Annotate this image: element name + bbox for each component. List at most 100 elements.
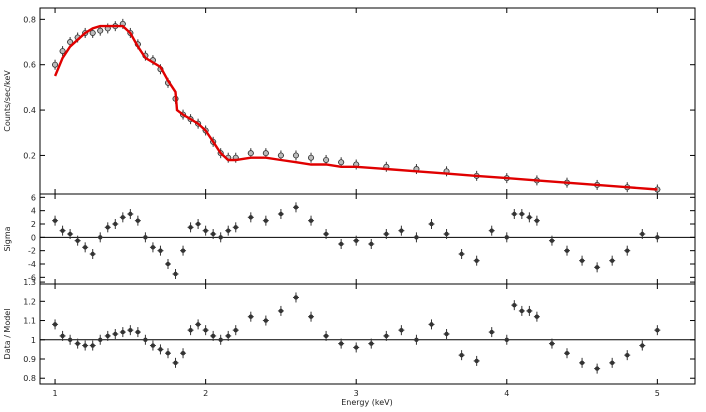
spectrum-data-point bbox=[67, 39, 74, 46]
ratio-data-point bbox=[278, 308, 284, 314]
residuals-y-tick-label: 0 bbox=[31, 233, 36, 242]
residuals-data-point bbox=[150, 245, 156, 250]
ratio-data-point bbox=[609, 360, 615, 366]
residuals-y-tick-label: -2 bbox=[28, 247, 36, 256]
ratio-data-point bbox=[180, 351, 186, 356]
ratio-data-point bbox=[158, 347, 163, 352]
residuals-data-point bbox=[399, 228, 404, 233]
plot-layer: 0.2 0.4 0.6 0.8 -6 -4 -2 0 2 4 6 0.8 0.9 1 1.1 1.2 1.3 1 2… bbox=[23, 8, 695, 398]
ratio-data-point bbox=[534, 314, 540, 319]
residuals-data-point bbox=[90, 251, 95, 257]
residuals-data-point bbox=[60, 228, 65, 233]
residuals-data-point bbox=[512, 211, 517, 217]
ratio-data-point bbox=[143, 337, 148, 342]
ratio-data-point bbox=[188, 327, 193, 333]
residuals-data-point bbox=[203, 228, 208, 233]
residuals-data-point bbox=[474, 258, 479, 263]
ratio-data-point bbox=[640, 343, 645, 348]
spectrum-data-point bbox=[262, 150, 269, 157]
ratio-data-point bbox=[369, 341, 374, 346]
residuals-data-point bbox=[120, 215, 126, 220]
residuals-data-point bbox=[414, 235, 419, 240]
model-curve bbox=[53, 24, 658, 191]
ratio-data-point bbox=[414, 337, 419, 342]
residuals-data-point bbox=[128, 211, 133, 217]
ratio-data-point bbox=[113, 331, 118, 337]
ratio-data-point bbox=[98, 337, 103, 342]
residuals-data-point bbox=[195, 221, 201, 227]
ratio-y-tick-label: 1.1 bbox=[23, 317, 36, 326]
residuals-data-point bbox=[549, 238, 555, 243]
residuals-data-point bbox=[489, 228, 494, 233]
residuals-data-point bbox=[82, 245, 88, 250]
residuals-data-point bbox=[594, 265, 600, 270]
residuals-data-point bbox=[625, 248, 630, 253]
ratio-y-tick-label: 0.8 bbox=[23, 374, 36, 383]
residuals-data-point bbox=[180, 248, 186, 253]
residuals-data-point bbox=[369, 241, 374, 247]
spectrum-data-point bbox=[89, 29, 96, 36]
residuals-data-point bbox=[135, 218, 141, 223]
residuals-data-point bbox=[384, 231, 389, 237]
spectrum-data-point bbox=[97, 27, 104, 34]
residuals-y-tick-label: -6 bbox=[28, 273, 36, 282]
ratio-data-point bbox=[519, 308, 525, 314]
residuals-data-point bbox=[67, 231, 73, 237]
residuals-y-tick-label: -4 bbox=[28, 260, 36, 269]
residuals-data-point bbox=[527, 215, 532, 220]
ratio-data-point bbox=[75, 341, 80, 346]
ratio-data-point bbox=[293, 295, 299, 300]
residuals-data-point bbox=[210, 231, 216, 237]
spectrum-data-point bbox=[52, 61, 59, 68]
ratio-y-axis-label: Data / Model bbox=[3, 309, 12, 360]
residuals-data-point bbox=[534, 218, 540, 223]
residuals-data-point bbox=[143, 235, 148, 240]
ratio-data-point bbox=[527, 308, 532, 314]
ratio-data-point bbox=[429, 322, 434, 327]
ratio-data-point bbox=[474, 358, 479, 364]
residuals-data-point bbox=[105, 225, 110, 230]
residuals-y-tick-label: 2 bbox=[31, 220, 36, 229]
x-tick-label: 5 bbox=[655, 389, 660, 398]
ratio-data-point bbox=[655, 327, 660, 333]
ratio-data-point bbox=[248, 314, 254, 319]
residuals-data-point bbox=[263, 218, 269, 223]
ratio-data-point bbox=[594, 366, 600, 371]
residuals-data-point bbox=[640, 231, 645, 237]
ratio-data-point bbox=[52, 322, 58, 327]
residuals-data-point bbox=[113, 221, 118, 227]
x-tick-label: 3 bbox=[354, 389, 359, 398]
ratio-y-tick-label: 1 bbox=[31, 336, 36, 345]
ratio-data-point bbox=[128, 327, 133, 333]
x-tick-label: 1 bbox=[53, 389, 58, 398]
ratio-data-point bbox=[173, 360, 178, 366]
ratio-panel-frame bbox=[39, 283, 696, 385]
residuals-y-tick-label: 4 bbox=[31, 207, 36, 216]
ratio-data-point bbox=[90, 343, 95, 348]
ratio-data-point bbox=[354, 345, 359, 350]
residuals-y-axis-label: Sigma bbox=[3, 226, 12, 251]
residuals-data-point bbox=[226, 228, 231, 233]
ratio-y-tick-label: 0.9 bbox=[23, 355, 36, 364]
residuals-data-point bbox=[233, 225, 238, 230]
x-tick-label: 2 bbox=[203, 389, 208, 398]
ratio-data-point bbox=[512, 302, 517, 308]
residuals-data-point bbox=[75, 238, 80, 243]
residuals-data-point bbox=[158, 248, 163, 253]
ratio-data-point bbox=[120, 329, 126, 335]
residuals-data-point bbox=[248, 215, 254, 220]
spectrum-data-point bbox=[338, 159, 345, 166]
spectrum-data-point bbox=[323, 156, 330, 163]
residuals-data-point bbox=[504, 235, 509, 240]
ratio-data-point bbox=[549, 341, 555, 346]
ratio-data-point bbox=[338, 341, 344, 346]
residuals-data-point bbox=[98, 235, 103, 240]
ratio-y-tick-label: 1.2 bbox=[23, 297, 36, 306]
residuals-data-point bbox=[519, 211, 525, 217]
residuals-data-point bbox=[52, 218, 58, 223]
ratio-data-point bbox=[210, 333, 216, 339]
ratio-data-point bbox=[444, 331, 449, 337]
residuals-data-point bbox=[564, 248, 570, 253]
residuals-data-point bbox=[338, 241, 344, 247]
